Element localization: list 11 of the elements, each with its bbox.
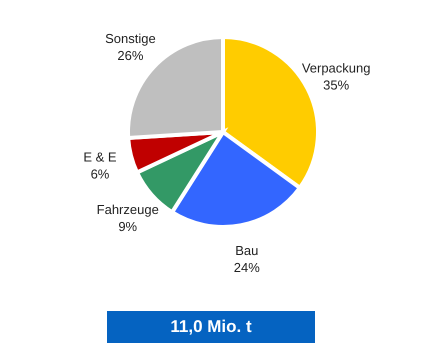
data-label: 24% <box>234 260 260 275</box>
slice-label: E & E <box>83 150 117 165</box>
text: 11,0 Mio. t <box>107 311 315 343</box>
slice-label: Sonstige <box>105 31 156 46</box>
data-label: 35% <box>323 77 350 92</box>
slice-label: Bau <box>235 242 258 258</box>
slice-label: Fahrzeuge <box>96 202 159 217</box>
data-label: 26% <box>117 48 144 64</box>
data-label: 6% <box>90 166 110 182</box>
slice-label: Verpackung <box>302 60 370 76</box>
data-label: 9% <box>118 218 138 234</box>
